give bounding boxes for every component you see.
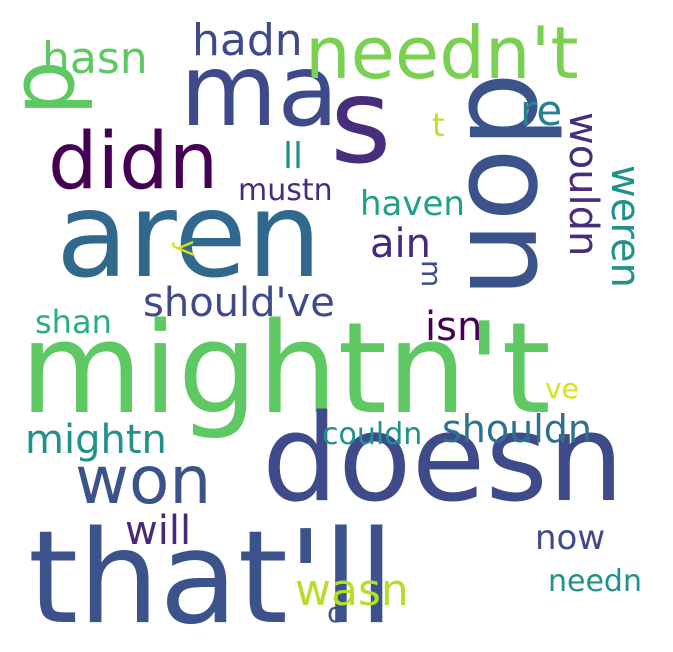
- cloud-word-now: now: [535, 518, 605, 558]
- cloud-word-ain: ain: [370, 221, 431, 267]
- cloud-word-isn: isn: [425, 304, 482, 350]
- cloud-word-shouldn: shouldn: [442, 407, 592, 451]
- cloud-word-s: s: [330, 52, 391, 190]
- cloud-word-weren: weren: [602, 165, 648, 288]
- cloud-word-doesn: doesn: [262, 390, 624, 529]
- cloud-word-t: t: [432, 106, 445, 144]
- cloud-word-o: o: [327, 596, 344, 629]
- cloud-word-needn: needn: [548, 564, 642, 599]
- cloud-word-m: m: [415, 260, 448, 287]
- cloud-word-wasn: wasn: [295, 565, 409, 616]
- cloud-word-mightn-t: mightn't: [20, 295, 551, 442]
- cloud-word-re: re: [520, 86, 562, 135]
- cloud-word-that-ll: that'll: [28, 504, 394, 652]
- cloud-word-aren: aren: [56, 166, 322, 304]
- cloud-word-won: won: [75, 442, 211, 519]
- cloud-word-needn-t: needn't: [305, 11, 579, 95]
- cloud-word-don: don: [441, 72, 580, 298]
- cloud-word-ve: ve: [545, 372, 579, 405]
- cloud-word-should-ve: should've: [143, 280, 335, 326]
- cloud-word-mightn: mightn: [25, 417, 167, 463]
- cloud-word-hadn: hadn: [192, 15, 303, 66]
- cloud-word-d: d: [4, 60, 107, 116]
- cloud-word-ma: ma: [180, 32, 339, 149]
- cloud-word-ll: ll: [283, 136, 303, 177]
- cloud-word-mustn: mustn: [238, 173, 333, 208]
- cloud-word-y: y: [171, 240, 204, 257]
- cloud-word-hasn: hasn: [42, 33, 148, 84]
- cloud-word-shan: shan: [35, 303, 112, 341]
- cloud-word-haven: haven: [360, 184, 465, 224]
- cloud-word-wouldn: wouldn: [560, 112, 606, 256]
- cloud-word-didn: didn: [48, 117, 218, 207]
- cloud-word-will: will: [125, 508, 191, 554]
- cloud-word-couldn: couldn: [322, 417, 422, 452]
